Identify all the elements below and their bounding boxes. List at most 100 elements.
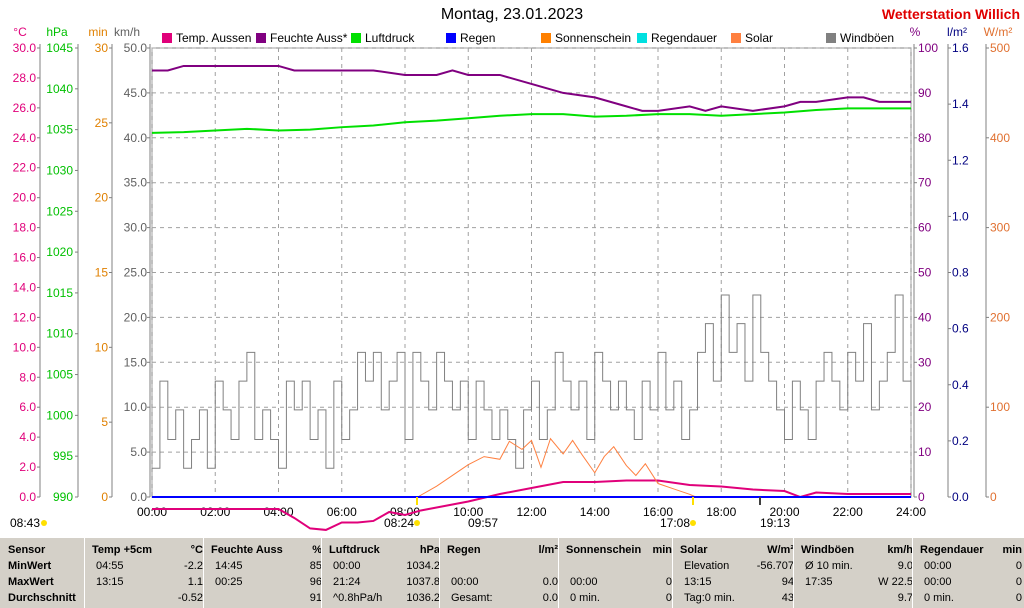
x-tick-label: 14:00 (580, 505, 610, 519)
series-windboeen-line (152, 294, 912, 469)
x-tick-label: 10:00 (453, 505, 483, 519)
stats-divider (84, 538, 85, 608)
axis-unit-rain_lm2: l/m² (947, 25, 967, 39)
legend-label: Solar (745, 31, 773, 45)
y-tick-label-temp_c: 8.0 (19, 370, 36, 384)
y-tick-label-temp_c: 14.0 (13, 280, 37, 294)
x-tick-label: 08:00 (390, 505, 420, 519)
y-tick-label-wind_kmh: 20.0 (124, 310, 148, 324)
axis-unit-humidity_pct: % (910, 25, 921, 39)
stats-value: 0 (1015, 592, 1022, 604)
y-tick-label-temp_c: 0.0 (19, 490, 36, 504)
y-tick-label-minutes: 5 (101, 415, 108, 429)
stats-label: 00:00 (924, 576, 952, 588)
y-tick-label-pressure_hpa: 1010 (46, 327, 73, 341)
x-tick-label: 24:00 (896, 505, 926, 519)
y-tick-label-wind_kmh: 45.0 (124, 86, 148, 100)
axis-unit-pressure_hpa: hPa (46, 25, 68, 39)
stats-value: -2.2 (184, 560, 203, 572)
chart-title: Montag, 23.01.2023 (440, 6, 584, 23)
y-tick-label-solar_wm2: 200 (990, 310, 1010, 324)
stats-label: 13:15 (684, 576, 712, 588)
stats-label: 00:00 (570, 576, 598, 588)
y-tick-label-minutes: 0 (101, 490, 108, 504)
stats-row-label: MaxWert (8, 576, 54, 588)
stats-label: 14:45 (215, 560, 243, 572)
stats-divider (439, 538, 440, 608)
stats-label: ^0.8hPa/h (333, 592, 383, 604)
sunrise-icon (414, 520, 420, 526)
stats-divider (793, 538, 794, 608)
y-tick-label-pressure_hpa: 1000 (46, 408, 73, 422)
legend-label: Sonnenschein (555, 31, 631, 45)
marker-sunrise: 08:24 (384, 516, 414, 530)
y-tick-label-temp_c: 30.0 (13, 41, 37, 55)
stats-label: Gesamt: (451, 592, 493, 604)
legend-swatch (446, 33, 456, 43)
y-tick-label-solar_wm2: 300 (990, 221, 1010, 235)
marker-sunset: 17:08 (660, 516, 690, 530)
stats-group-title: Regen (447, 544, 481, 556)
stats-divider (203, 538, 204, 608)
y-tick-label-solar_wm2: 500 (990, 41, 1010, 55)
legend-swatch (162, 33, 172, 43)
stats-group-unit: min (1002, 544, 1022, 556)
stats-value: 1036.2 (406, 592, 440, 604)
marker-moon: 19:13 (760, 516, 790, 530)
station-name: Wetterstation Willich (881, 6, 1020, 22)
y-tick-label-humidity_pct: 20 (918, 400, 932, 414)
x-tick-label: 00:00 (137, 505, 167, 519)
stats-value: 0.0 (542, 576, 558, 588)
y-tick-label-temp_c: 18.0 (13, 221, 37, 235)
legend-swatch (731, 33, 741, 43)
y-tick-label-temp_c: 12.0 (13, 310, 37, 324)
y-tick-label-temp_c: 10.0 (13, 340, 37, 354)
stats-group-unit: W/m² (767, 544, 794, 556)
y-tick-label-solar_wm2: 100 (990, 400, 1010, 414)
legend-swatch (351, 33, 361, 43)
y-tick-label-humidity_pct: 80 (918, 131, 932, 145)
legend-label: Feuchte Auss* (270, 31, 348, 45)
stats-label: 00:25 (215, 576, 243, 588)
y-tick-label-minutes: 30 (95, 41, 109, 55)
y-tick-label-rain_lm2: 0.8 (952, 266, 969, 280)
y-tick-label-minutes: 20 (95, 191, 109, 205)
y-tick-label-rain_lm2: 0.2 (952, 434, 969, 448)
y-tick-label-humidity_pct: 90 (918, 86, 932, 100)
legend-swatch (637, 33, 647, 43)
y-tick-label-humidity_pct: 60 (918, 221, 932, 235)
stats-value: W 22.5 (878, 576, 913, 588)
axis-unit-minutes: min (88, 25, 107, 39)
y-tick-label-pressure_hpa: 1020 (46, 245, 73, 259)
y-tick-label-temp_c: 20.0 (13, 191, 37, 205)
stats-group-title: Luftdruck (329, 544, 380, 556)
stats-value: 0 (1015, 560, 1022, 572)
stats-value: 96 (309, 576, 322, 588)
legend-swatch (541, 33, 551, 43)
y-tick-label-wind_kmh: 40.0 (124, 131, 148, 145)
stats-row-label: Sensor (8, 544, 46, 556)
stats-value: 43 (781, 592, 794, 604)
y-tick-label-wind_kmh: 30.0 (124, 221, 148, 235)
stats-label: 04:55 (96, 560, 124, 572)
y-tick-label-humidity_pct: 50 (918, 266, 932, 280)
stats-value: 0.0 (542, 592, 558, 604)
y-tick-label-rain_lm2: 0.0 (952, 490, 969, 504)
y-tick-label-wind_kmh: 0.0 (130, 490, 147, 504)
stats-group-unit: l/m² (538, 544, 558, 556)
y-tick-label-temp_c: 6.0 (19, 400, 36, 414)
y-tick-label-wind_kmh: 50.0 (124, 41, 148, 55)
y-tick-label-rain_lm2: 1.6 (952, 41, 969, 55)
y-tick-label-wind_kmh: 10.0 (124, 400, 148, 414)
y-tick-label-pressure_hpa: 1025 (46, 204, 73, 218)
y-tick-label-pressure_hpa: 1015 (46, 286, 73, 300)
stats-group-unit: % (312, 544, 322, 556)
y-tick-label-wind_kmh: 5.0 (130, 445, 147, 459)
legend-swatch (256, 33, 266, 43)
stats-group-title: Temp +5cm (92, 544, 153, 556)
y-tick-label-humidity_pct: 40 (918, 310, 932, 324)
x-tick-label: 12:00 (516, 505, 546, 519)
y-tick-label-pressure_hpa: 995 (53, 449, 73, 463)
legend-label: Temp. Aussen (176, 31, 251, 45)
stats-group-title: Regendauer (920, 544, 984, 556)
